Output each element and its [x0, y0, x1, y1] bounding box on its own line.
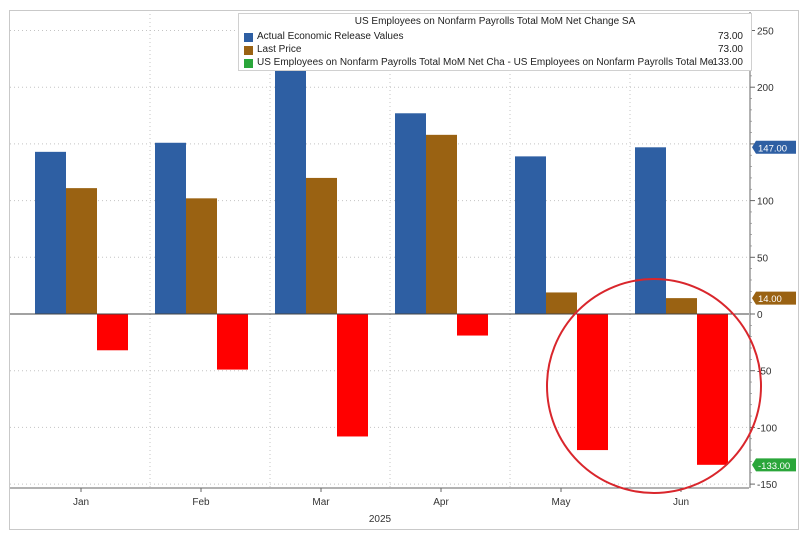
legend-swatch-last-price: [244, 46, 253, 55]
y-tick-label: -100: [757, 423, 777, 434]
axis-tag-label: 147.00: [758, 143, 787, 154]
x-tick-label-feb: Feb: [192, 497, 210, 508]
legend-swatch-difference: [244, 59, 253, 68]
bar-may-series-3: [577, 314, 608, 451]
highlight-circle: [546, 278, 762, 494]
y-tick-label: -150: [757, 480, 777, 491]
y-tick-label: 200: [757, 83, 774, 94]
y-tick-label: 250: [757, 27, 774, 38]
bar-mar-series-3: [337, 314, 368, 437]
bar-jun-series-3: [697, 314, 728, 465]
legend-item-difference: US Employees on Nonfarm Payrolls Total M…: [244, 57, 743, 69]
x-tick-label-may: May: [552, 497, 571, 508]
bar-apr-series-2: [426, 134, 457, 314]
axis-tag-147: [752, 140, 796, 154]
bar-jun-series-2: [666, 298, 697, 314]
bar-feb-series-2: [186, 198, 217, 314]
bar-jan-series-3: [97, 314, 128, 351]
legend-value-difference: -133.00: [709, 57, 743, 68]
bar-apr-series-1: [395, 113, 426, 314]
bar-feb-series-3: [217, 314, 248, 370]
legend-value-last-price: 73.00: [717, 44, 743, 55]
legend-item-last-price: Last Price 73.00: [244, 44, 743, 56]
bar-apr-series-3: [457, 314, 488, 336]
y-tick-label: 50: [757, 253, 769, 264]
y-tick-label: -50: [757, 367, 772, 378]
bar-may-series-2: [546, 292, 577, 314]
y-tick-label: 0: [757, 310, 763, 321]
legend-label-last-price: Last Price: [257, 44, 302, 55]
axis-tag-label: 14.00: [758, 294, 782, 305]
y-tick-label: 100: [757, 197, 774, 208]
bar-jan-series-2: [66, 188, 97, 314]
legend-label-actual: Actual Economic Release Values: [257, 31, 404, 42]
bar-mar-series-2: [306, 177, 337, 314]
legend-swatch-actual: [244, 33, 253, 42]
chart-title: US Employees on Nonfarm Payrolls Total M…: [354, 16, 636, 27]
legend-item-actual: Actual Economic Release Values 73.00: [244, 31, 743, 43]
x-tick-label-mar: Mar: [312, 497, 330, 508]
legend-value-actual: 73.00: [717, 31, 743, 42]
axis-tag-label: -133.00: [758, 461, 790, 472]
x-tick-label-jun: Jun: [673, 497, 689, 508]
axis-tag-14: [752, 291, 796, 305]
bar-jan-series-1: [35, 151, 66, 314]
bar-feb-series-1: [155, 142, 186, 314]
x-group-label: 2025: [369, 514, 392, 525]
legend-label-difference: US Employees on Nonfarm Payrolls Total M…: [257, 57, 714, 68]
chart-legend: US Employees on Nonfarm Payrolls Total M…: [238, 13, 752, 71]
bar-mar-series-1: [275, 55, 306, 315]
axis-tag--133: [752, 458, 796, 472]
x-tick-label-apr: Apr: [433, 497, 449, 508]
bar-may-series-1: [515, 156, 546, 314]
x-tick-label-jan: Jan: [73, 497, 89, 508]
bar-jun-series-1: [635, 147, 666, 314]
